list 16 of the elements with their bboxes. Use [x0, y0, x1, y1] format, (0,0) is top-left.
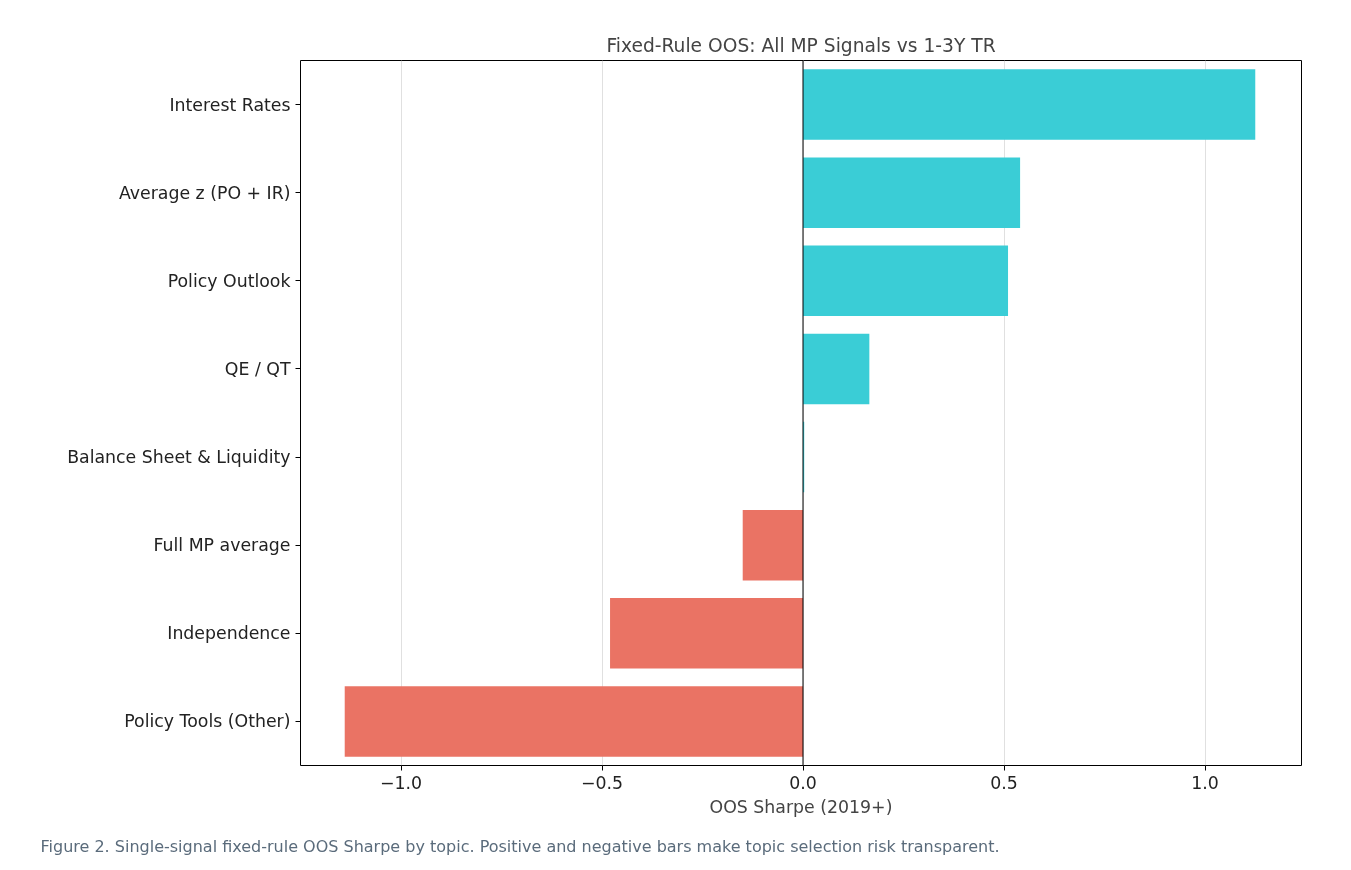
x-tick-label: −1.0	[379, 772, 423, 793]
y-tick-label: Interest Rates	[169, 94, 291, 115]
y-tick-label: Balance Sheet & Liquidity	[67, 447, 291, 468]
x-tick-label: 0.5	[990, 772, 1018, 793]
y-tick-label: Policy Tools (Other)	[124, 711, 291, 732]
y-tick-label: QE / QT	[224, 358, 291, 379]
y-tick-label: Independence	[167, 623, 291, 644]
x-tick-label: −0.5	[580, 772, 624, 793]
x-tick-label: 1.0	[1191, 772, 1219, 793]
chart-title: Fixed-Rule OOS: All MP Signals vs 1-3Y TR	[606, 34, 996, 56]
y-tick-label: Policy Outlook	[167, 270, 291, 291]
y-tick-label: Average z (PO + IR)	[118, 182, 291, 203]
y-tick-label: Full MP average	[153, 535, 291, 556]
caption: Figure 2. Single-signal fixed-rule OOS Sharpe by topic. Positive and negative bars make topic selection risk transparent.	[40, 836, 1000, 856]
x-tick-label: 0.0	[789, 772, 817, 793]
x-axis-title: OOS Sharpe (2019+)	[709, 796, 893, 817]
